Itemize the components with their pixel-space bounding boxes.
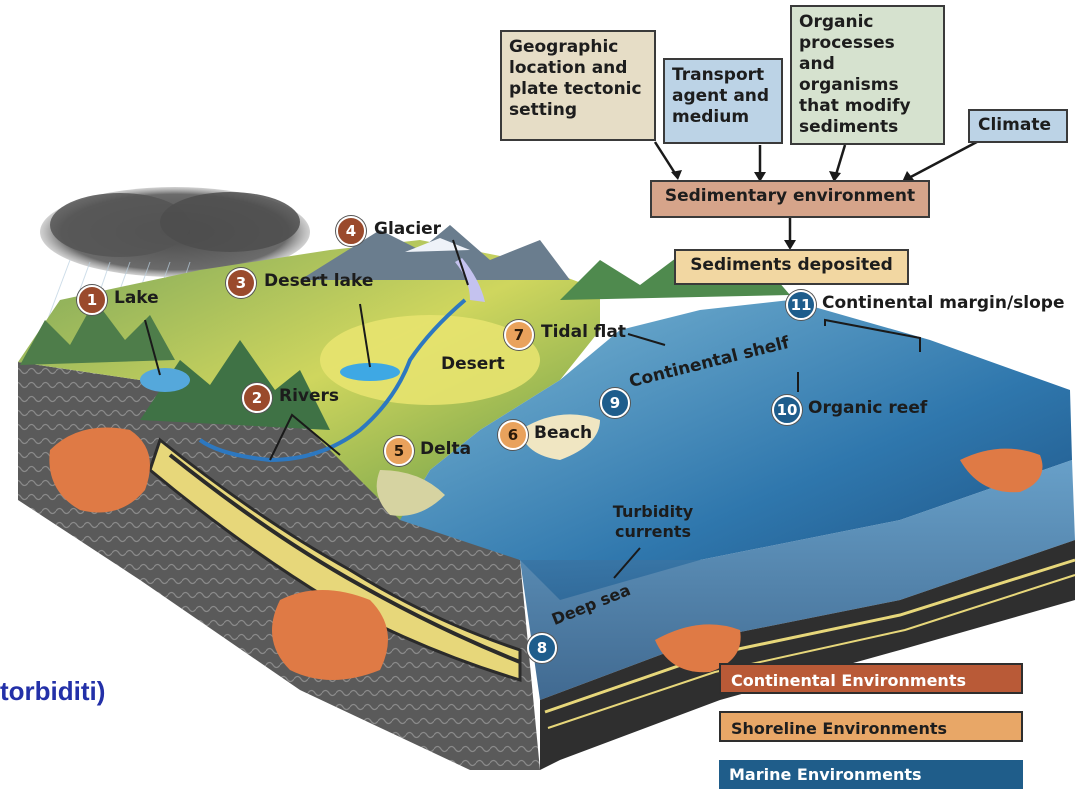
env-label-desert-lake: Desert lake <box>264 271 374 291</box>
env-label-organic-reef: Organic reef <box>808 398 928 418</box>
factor-organic-box: Organic processes and organisms that mod… <box>790 5 945 145</box>
env-badge-organic-reef: 10 <box>772 395 802 425</box>
igneous-blob-3 <box>655 624 741 673</box>
env-label-tidal-flat: Tidal flat <box>541 322 627 342</box>
desert-area <box>320 315 540 405</box>
desert-lake <box>340 363 400 381</box>
side-caption: torbiditi) <box>0 676 106 706</box>
env-badge-glacier: 4 <box>336 216 366 246</box>
env-badge-continental-shelf: 9 <box>600 388 630 418</box>
legend-continental: Continental Environments <box>719 663 1023 694</box>
sediments-deposited-box: Sediments deposited <box>674 249 909 285</box>
sea-surface <box>400 300 1072 600</box>
env-badge-tidal-flat: 7 <box>504 320 534 350</box>
env-badge-lake: 1 <box>77 285 107 315</box>
storm-cloud <box>40 187 310 277</box>
igneous-blob-1 <box>49 427 150 513</box>
marine-sediment <box>540 540 1075 770</box>
env-label-continental-margin: Continental margin/slope <box>822 293 1065 313</box>
env-badge-desert-lake: 3 <box>226 268 256 298</box>
env-badge-rivers: 2 <box>242 383 272 413</box>
env-badge-beach: 6 <box>498 420 528 450</box>
env-badge-deep-sea: 8 <box>527 633 557 663</box>
river <box>198 298 467 463</box>
env-badge-continental-margin: 11 <box>786 290 816 320</box>
factor-climate-box: Climate <box>968 109 1068 143</box>
env-label-beach: Beach <box>534 423 593 443</box>
igneous-blob-4 <box>960 448 1043 493</box>
delta <box>376 470 445 516</box>
lake <box>140 368 190 392</box>
env-label-rivers: Rivers <box>279 386 340 406</box>
turbidity-currents-label: Turbidity currents <box>612 502 694 541</box>
env-badge-delta: 5 <box>384 436 414 466</box>
factor-geographic-box: Geographic location and plate tectonic s… <box>500 30 656 141</box>
env-label-glacier: Glacier <box>374 219 442 239</box>
env-label-delta: Delta <box>420 439 472 459</box>
factor-transport-box: Transport agent and medium <box>663 58 783 144</box>
env-label-lake: Lake <box>114 288 159 308</box>
beach <box>520 414 600 460</box>
legend-shoreline: Shoreline Environments <box>719 711 1023 742</box>
legend-marine: Marine Environments <box>719 760 1023 789</box>
sedimentary-environment-box: Sedimentary environment <box>650 180 930 218</box>
desert-label: Desert <box>441 354 505 374</box>
igneous-blob-2 <box>272 590 388 680</box>
